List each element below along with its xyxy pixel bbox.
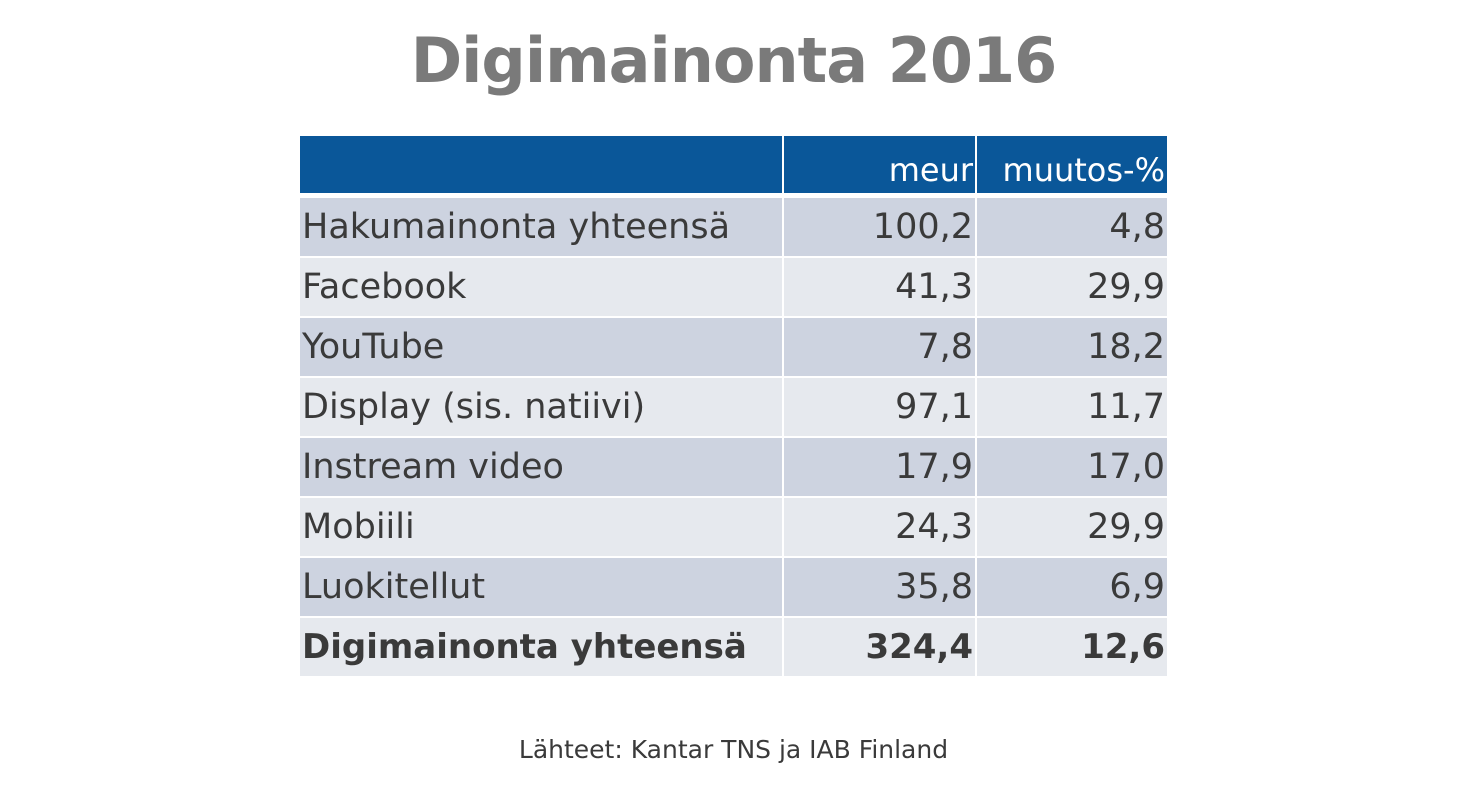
row-meur: 97,1: [784, 378, 975, 436]
chart-title: Digimainonta 2016: [410, 24, 1058, 97]
row-label: Hakumainonta yhteensä: [300, 198, 782, 256]
data-table: meur muutos-% Hakumainonta yhteensä 100,…: [300, 136, 1167, 678]
row-change: 18,2: [977, 318, 1167, 376]
row-label: Display (sis. natiivi): [300, 378, 782, 436]
row-change: 17,0: [977, 438, 1167, 496]
table-header-row: meur muutos-%: [300, 136, 1167, 193]
row-label: YouTube: [300, 318, 782, 376]
table-row: Hakumainonta yhteensä 100,2 4,8: [300, 198, 1167, 256]
table-row: Mobiili 24,3 29,9: [300, 498, 1167, 556]
source-note: Lähteet: Kantar TNS ja IAB Finland: [518, 735, 949, 764]
row-meur: 24,3: [784, 498, 975, 556]
row-label: Mobiili: [300, 498, 782, 556]
table-row: Facebook 41,3 29,9: [300, 258, 1167, 316]
total-label: Digimainonta yhteensä: [300, 618, 782, 676]
table-row: YouTube 7,8 18,2: [300, 318, 1167, 376]
row-label: Luokitellut: [300, 558, 782, 616]
row-meur: 17,9: [784, 438, 975, 496]
total-change: 12,6: [977, 618, 1167, 676]
row-meur: 41,3: [784, 258, 975, 316]
table-row: Luokitellut 35,8 6,9: [300, 558, 1167, 616]
header-meur-cell: meur: [784, 136, 975, 193]
row-label: Facebook: [300, 258, 782, 316]
row-change: 4,8: [977, 198, 1167, 256]
row-change: 6,9: [977, 558, 1167, 616]
table-total-row: Digimainonta yhteensä 324,4 12,6: [300, 618, 1167, 676]
row-change: 29,9: [977, 258, 1167, 316]
row-change: 11,7: [977, 378, 1167, 436]
table-row: Display (sis. natiivi) 97,1 11,7: [300, 378, 1167, 436]
row-meur: 7,8: [784, 318, 975, 376]
row-meur: 35,8: [784, 558, 975, 616]
total-meur: 324,4: [784, 618, 975, 676]
header-change-cell: muutos-%: [977, 136, 1167, 193]
table-row: Instream video 17,9 17,0: [300, 438, 1167, 496]
row-label: Instream video: [300, 438, 782, 496]
row-meur: 100,2: [784, 198, 975, 256]
row-change: 29,9: [977, 498, 1167, 556]
header-label-cell: [300, 136, 782, 193]
